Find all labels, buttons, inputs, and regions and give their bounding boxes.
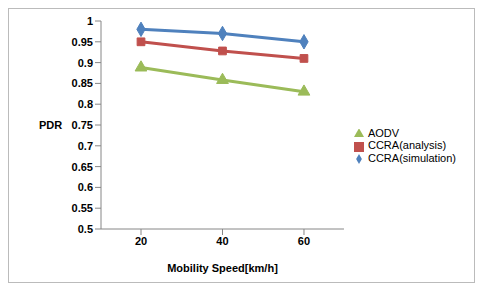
svg-text:0.55: 0.55 (72, 202, 93, 214)
svg-text:40: 40 (216, 235, 228, 247)
svg-text:60: 60 (298, 235, 310, 247)
svg-text:Mobility Speed[km/h]: Mobility Speed[km/h] (167, 262, 278, 274)
html-text:CCRA(analysis): CCRA(analysis) (368, 139, 447, 152)
svg-text:0.85: 0.85 (72, 77, 93, 89)
html-text:AODV: AODV (368, 127, 400, 140)
svg-text:0.7: 0.7 (78, 140, 93, 152)
html-text:CCRA(simulation): CCRA(simulation) (368, 151, 456, 164)
svg-text:0.8: 0.8 (78, 98, 93, 110)
svg-text:0.65: 0.65 (72, 161, 93, 173)
svg-text:0.95: 0.95 (72, 36, 93, 48)
svg-text:1: 1 (87, 15, 93, 27)
svg-text:0.9: 0.9 (78, 57, 93, 69)
svg-text:0.75: 0.75 (72, 119, 93, 131)
svg-text:0.6: 0.6 (78, 181, 93, 193)
svg-text:20: 20 (135, 235, 147, 247)
svg-text:PDR: PDR (39, 119, 62, 131)
svg-text:0.5: 0.5 (78, 223, 93, 235)
